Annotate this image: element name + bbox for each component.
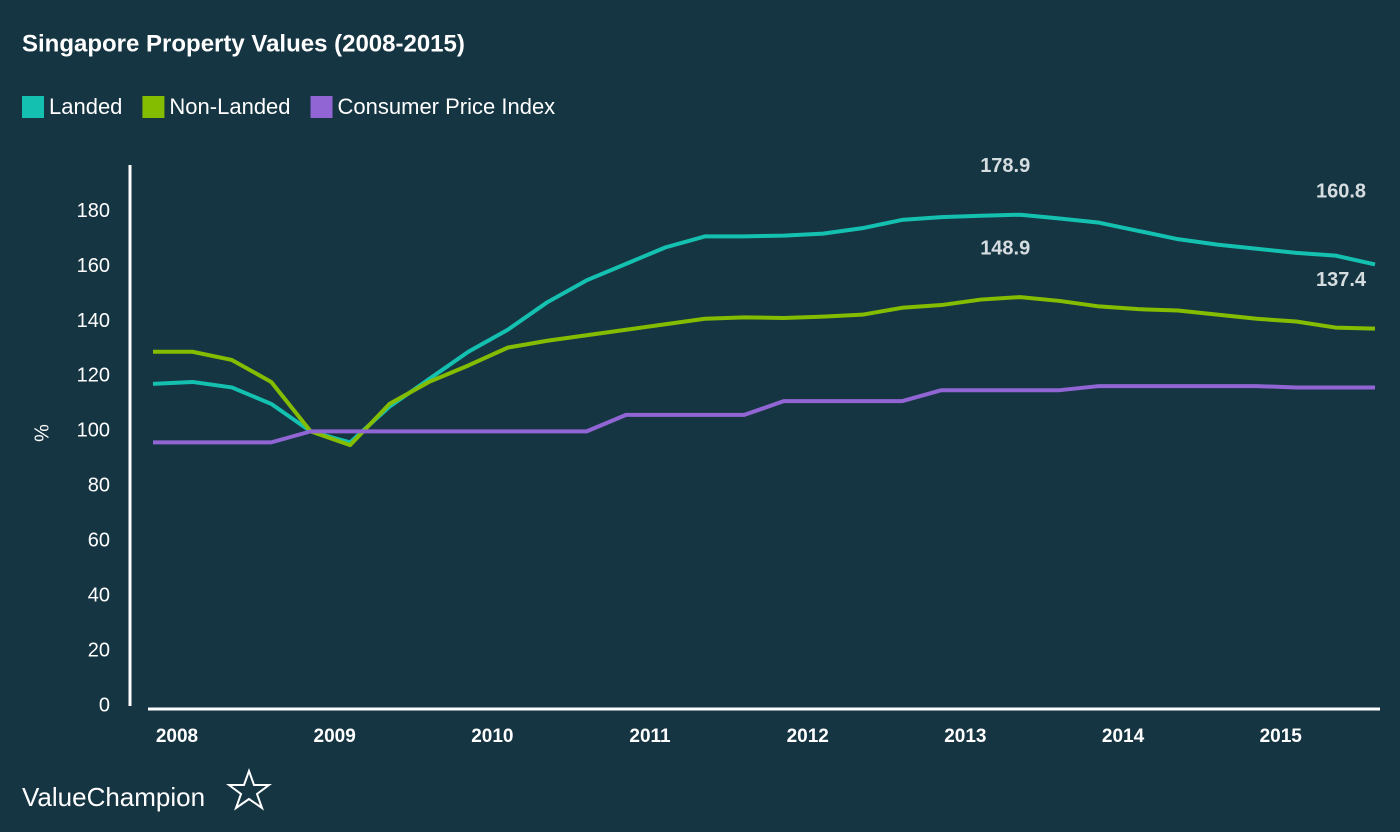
data-label: 137.4	[1316, 269, 1367, 291]
data-label: 148.9	[980, 237, 1030, 259]
brand-star	[226, 768, 272, 811]
x-tick-label: 2011	[629, 726, 671, 747]
x-tick-label: 2012	[787, 726, 829, 747]
y-axis-label: %	[30, 424, 52, 442]
x-tick-label: 2009	[314, 726, 356, 747]
data-label: 178.9	[980, 155, 1030, 177]
legend-swatch	[22, 96, 44, 118]
footer-brand: ValueChampion	[22, 782, 205, 812]
y-tick-label: 140	[77, 310, 110, 332]
data-label: 160.8	[1316, 181, 1366, 203]
legend-label: Consumer Price Index	[338, 94, 556, 119]
x-tick-label: 2010	[471, 726, 513, 747]
legend-swatch	[142, 96, 165, 118]
y-tick-label: 20	[88, 639, 110, 661]
y-tick-label: 100	[77, 420, 110, 442]
legend-label: Landed	[49, 94, 122, 119]
y-tick-label: 40	[88, 584, 110, 606]
y-tick-label: 60	[88, 530, 110, 552]
series-line	[153, 295, 1376, 448]
chart-title: Singapore Property Values (2008-2015)	[22, 30, 465, 57]
series-line	[153, 384, 1375, 445]
y-tick-label: 0	[99, 694, 110, 716]
y-tick-label: 120	[77, 365, 110, 387]
y-tick-label: 80	[88, 475, 110, 497]
x-tick-label: 2015	[1260, 726, 1303, 747]
legend-swatch	[310, 96, 333, 118]
x-tick-label: 2014	[1102, 726, 1145, 747]
y-tick-label: 180	[77, 200, 110, 222]
legend-label: Non-Landed	[169, 94, 290, 119]
x-tick-label: 2013	[944, 726, 986, 747]
x-tick-label: 2008	[156, 726, 198, 747]
y-tick-label: 160	[77, 255, 110, 277]
